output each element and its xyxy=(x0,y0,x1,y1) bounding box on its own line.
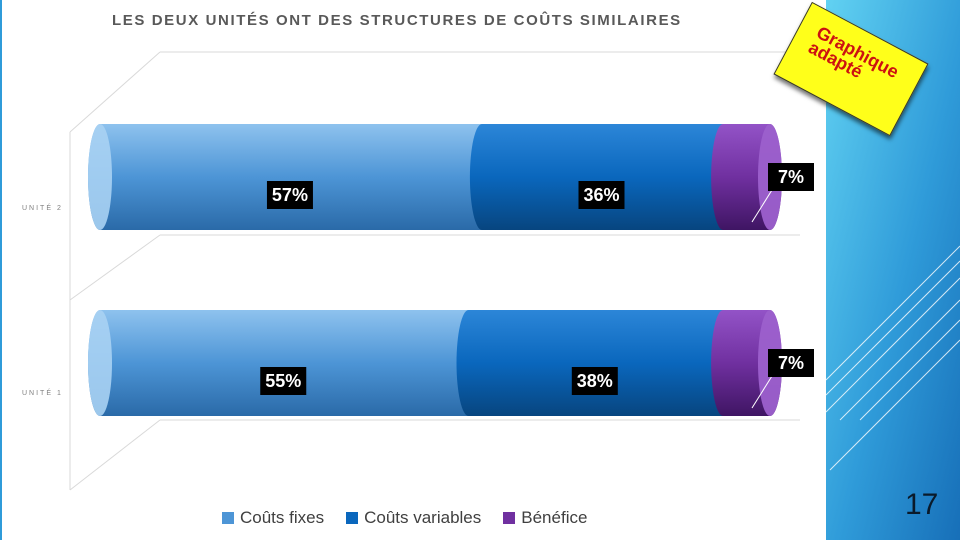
legend-label-benefice: Bénéfice xyxy=(521,508,588,527)
bar-segment-couts-fixes-1 xyxy=(88,310,481,416)
legend-swatch-benefice xyxy=(503,512,516,524)
legend-label-couts-fixes: Coûts fixes xyxy=(240,508,325,527)
bar-start-cap-1 xyxy=(88,310,112,416)
legend-swatch-couts-variables xyxy=(346,512,359,524)
bar-segment-couts-variables-0 xyxy=(469,124,736,230)
category-label-unite-2: UNITÉ 2 xyxy=(22,205,63,212)
data-label-couts-variables-0: 36% xyxy=(583,185,619,205)
data-label-box-couts-fixes-0 xyxy=(266,181,313,209)
chart-legend: Coûts fixes Coûts variables Bénéfice xyxy=(222,508,587,528)
bar-segment-couts-variables-1 xyxy=(456,310,736,416)
data-label-couts-fixes-1: 55% xyxy=(265,371,301,391)
data-label-couts-fixes-0: 57% xyxy=(272,185,308,205)
data-label-box-benefice-0 xyxy=(768,163,814,191)
legend-label-couts-variables: Coûts variables xyxy=(364,508,482,527)
data-label-box-couts-variables-1 xyxy=(571,367,618,395)
legend-swatch-couts-fixes xyxy=(222,512,234,524)
page-number: 17 xyxy=(905,488,939,521)
data-label-box-couts-fixes-1 xyxy=(260,367,307,395)
chart-title: LES DEUX UNITÉS ONT DES STRUCTURES DE CO… xyxy=(112,12,682,29)
data-label-box-benefice-1 xyxy=(768,349,814,377)
legend-item-couts-variables: Coûts variables xyxy=(346,508,481,528)
bar-segment-couts-fixes-0 xyxy=(88,124,494,230)
bar-start-cap-0 xyxy=(88,124,112,230)
data-label-box-couts-variables-0 xyxy=(578,181,625,209)
data-label-couts-variables-1: 38% xyxy=(577,371,613,391)
legend-item-couts-fixes: Coûts fixes xyxy=(222,508,324,528)
data-label-benefice-1: 7% xyxy=(778,353,804,373)
legend-item-benefice: Bénéfice xyxy=(503,508,587,528)
data-label-benefice-0: 7% xyxy=(778,167,804,187)
category-label-unite-1: UNITÉ 1 xyxy=(22,390,63,397)
